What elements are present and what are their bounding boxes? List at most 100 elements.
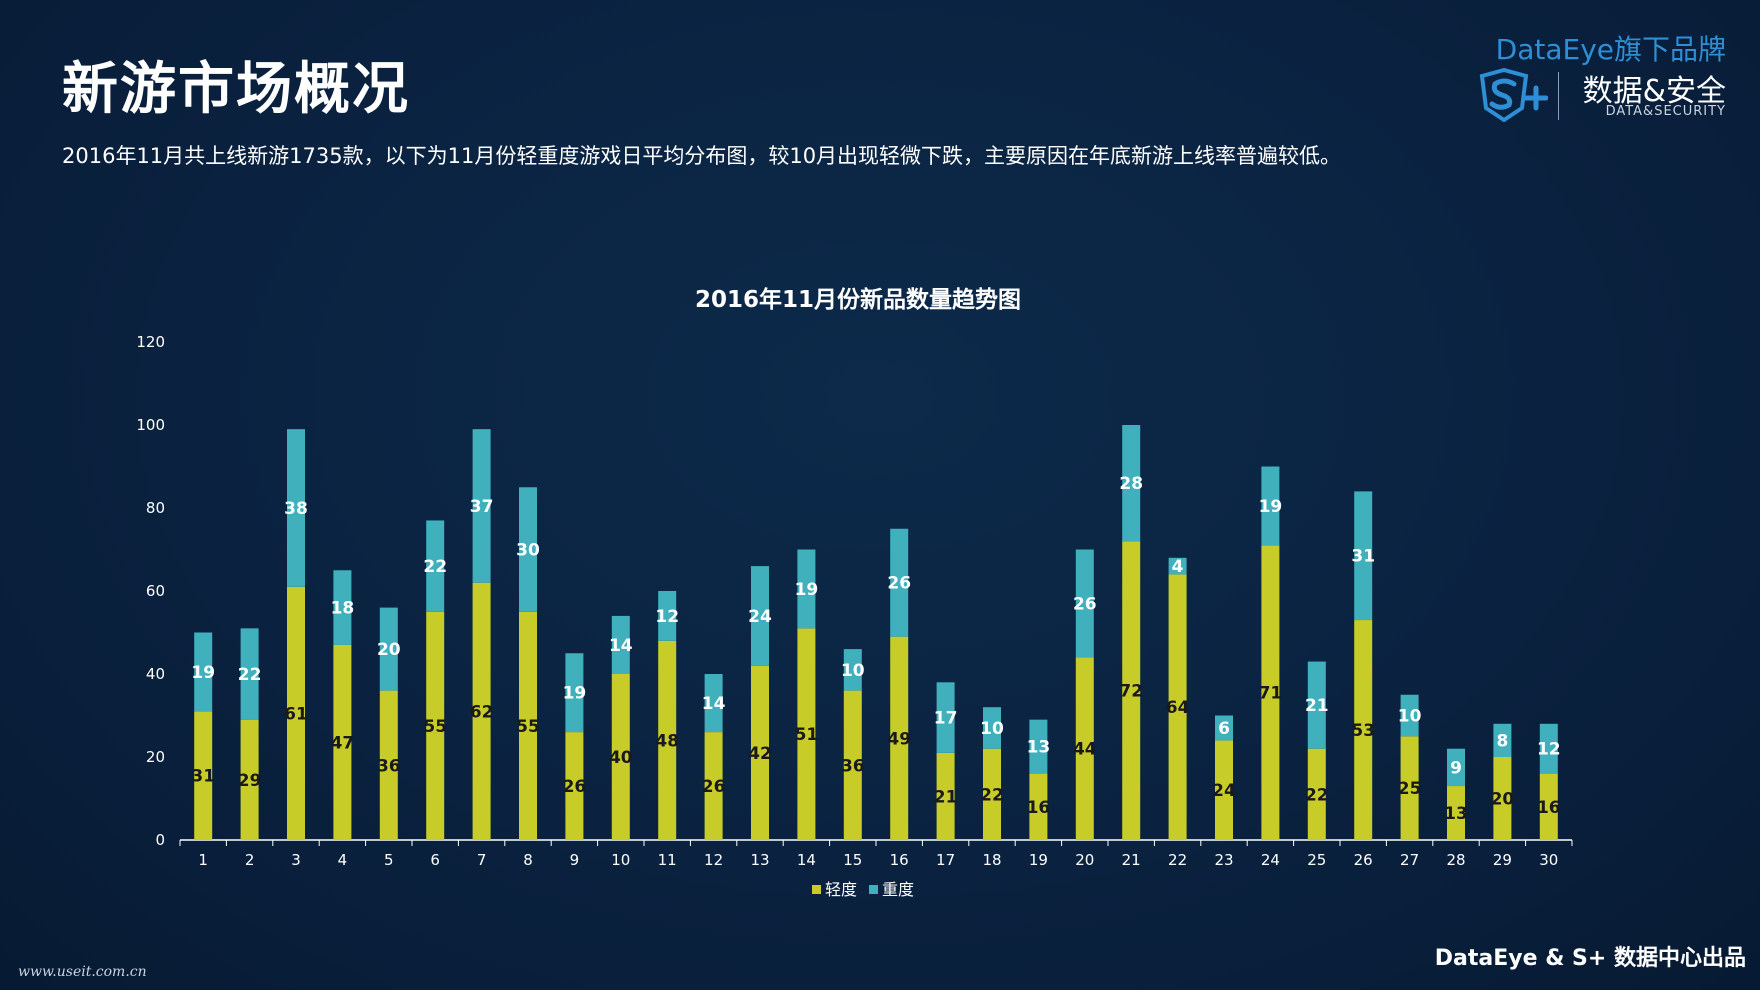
x-tick-label: 3 [291,851,301,869]
bar-heavy-label: 4 [1172,557,1184,577]
bar-light [797,628,816,840]
bar-light [426,611,445,840]
bar-light-label: 36 [377,756,401,776]
x-tick-label: 26 [1354,851,1373,869]
x-tick-label: 21 [1122,851,1141,869]
x-tick-label: 24 [1261,851,1280,869]
bar-light-label: 13 [1444,804,1468,824]
x-tick-label: 25 [1307,851,1326,869]
chart-legend: 轻度 重度 [812,880,914,899]
bar-heavy [1075,549,1094,658]
bar-light-label: 53 [1351,721,1375,741]
bar-heavy-label: 20 [377,640,401,660]
bar-heavy [194,632,213,712]
bar-heavy-label: 30 [516,541,540,561]
bar-heavy-label: 28 [1119,474,1143,494]
bar-heavy-label: 31 [1351,547,1375,567]
bar-light-label: 36 [841,756,865,776]
bar-light [890,636,909,840]
x-tick-label: 30 [1539,851,1558,869]
bar-light-label: 42 [748,744,772,764]
bar-light [1029,773,1048,840]
bar-light [983,748,1001,840]
bar-light [565,732,584,840]
bar-series: 3119292261384718362055226237553026194014… [191,425,1561,840]
bar-light-label: 51 [795,725,819,745]
bar-heavy-label: 26 [887,574,911,594]
bar-heavy [1261,466,1280,546]
bar-light [472,582,491,840]
y-tick-label: 120 [136,333,165,351]
footer-watermark: www.useit.com.cn [18,964,147,980]
bar-heavy [240,628,259,720]
bar-heavy-label: 13 [1027,738,1051,758]
bar-light-label: 55 [516,717,540,737]
bar-heavy [1215,715,1233,741]
bar-heavy-label: 19 [1259,497,1283,517]
bar-heavy [1122,425,1141,542]
y-tick-label: 60 [146,582,165,600]
brand-block: DataEye旗下品牌 数据&安全 DATA&SECURITY [1466,28,1726,123]
brand-tagline: DataEye旗下品牌 [1495,33,1726,66]
footer-credit: DataEye & S+ 数据中心出品 [1434,946,1746,971]
bar-light [1354,620,1373,840]
bar-heavy [1029,719,1048,774]
y-tick-label: 100 [136,416,165,434]
bar-light [1493,757,1512,840]
bar-heavy [519,487,537,612]
bar-heavy-label: 22 [423,557,447,577]
bar-light-label: 72 [1119,682,1143,702]
bar-light-label: 47 [331,733,355,753]
bar-heavy-label: 14 [609,636,633,656]
bar-heavy-label: 24 [748,607,772,627]
bar-heavy-label: 14 [702,694,726,714]
bar-heavy [1307,661,1326,749]
bar-heavy-label: 26 [1073,594,1097,614]
bar-heavy-label: 19 [563,684,587,704]
x-tick-label: 23 [1214,851,1233,869]
bar-light [1261,545,1280,840]
bar-heavy-label: 10 [841,661,865,681]
bar-light [240,719,259,840]
legend-label: 轻度 [825,880,857,899]
x-tick-label: 6 [430,851,440,869]
bar-light-label: 26 [702,777,726,797]
bar-heavy [1539,723,1558,774]
bar-light [1307,748,1326,840]
bar-light-label: 48 [655,731,679,751]
y-tick-label: 40 [146,665,165,683]
bar-heavy [565,653,584,733]
bar-heavy-label: 6 [1218,719,1230,739]
bar-heavy [843,649,862,691]
bar-light-label: 44 [1073,740,1097,760]
bar-heavy [1168,557,1187,575]
legend-swatch [812,885,821,894]
bar-light-label: 64 [1166,698,1190,718]
bar-light-label: 31 [191,767,215,787]
bar-light-label: 62 [470,702,494,722]
bar-heavy-label: 9 [1450,758,1462,778]
bar-light [1400,736,1419,840]
bar-light [751,665,769,840]
x-axis: 1 2 3 4 5 6 7 8 9 10 11 12 13 14 15 16 17 18 19 20 21 22 23 24 2… [179,839,1573,869]
bar-heavy-label: 19 [191,663,215,683]
bar-light-label: 29 [238,771,262,791]
bar-light-label: 22 [980,785,1004,805]
bar-heavy-label: 12 [655,607,679,627]
bar-light [611,674,630,840]
page-title: 新游市场概况 [62,57,410,122]
x-tick-label: 15 [843,851,862,869]
bar-heavy-label: 37 [470,497,494,517]
x-tick-label: 9 [570,851,580,869]
bar-light [333,644,352,840]
bar-heavy [890,528,909,637]
bar-heavy-label: 8 [1496,731,1508,751]
bar-light [1215,740,1233,840]
bar-heavy [936,682,955,753]
bar-light-label: 21 [934,787,958,807]
x-tick-label: 8 [523,851,533,869]
bar-light-label: 16 [1537,798,1561,818]
bar-light-label: 71 [1259,684,1283,704]
x-tick-label: 18 [982,851,1001,869]
bar-light-label: 20 [1491,790,1515,810]
